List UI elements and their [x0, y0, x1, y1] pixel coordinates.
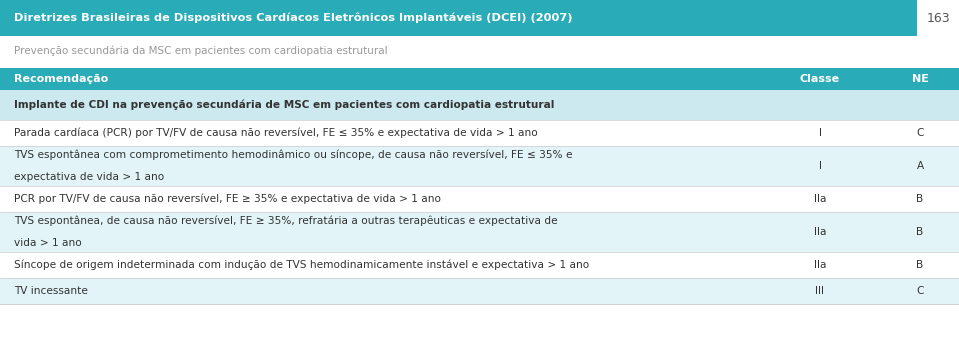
Text: III: III: [815, 286, 825, 296]
Bar: [0, 212, 959, 252]
Bar: [0, 278, 959, 304]
Text: expectativa de vida > 1 ano: expectativa de vida > 1 ano: [14, 172, 164, 182]
Bar: [0, 146, 959, 186]
Bar: [0, 120, 959, 146]
Text: I: I: [818, 128, 822, 138]
Text: Parada cardíaca (PCR) por TV/FV de causa não reversível, FE ≤ 35% e expectativa : Parada cardíaca (PCR) por TV/FV de causa…: [14, 128, 538, 138]
Text: PCR por TV/FV de causa não reversível, FE ≥ 35% e expectativa de vida > 1 ano: PCR por TV/FV de causa não reversível, F…: [14, 194, 441, 204]
Text: NE: NE: [912, 74, 928, 84]
Text: TV incessante: TV incessante: [14, 286, 88, 296]
Text: C: C: [916, 128, 924, 138]
Text: A: A: [917, 161, 924, 171]
Text: Implante de CDI na prevenção secundária de MSC em pacientes com cardiopatia estr: Implante de CDI na prevenção secundária …: [14, 100, 554, 110]
Text: Prevenção secundária da MSC em pacientes com cardiopatia estrutural: Prevenção secundária da MSC em pacientes…: [14, 46, 387, 56]
Text: Recomendação: Recomendação: [14, 74, 108, 84]
Bar: [0, 186, 959, 212]
Text: IIa: IIa: [814, 194, 827, 204]
Text: Classe: Classe: [800, 74, 840, 84]
Text: B: B: [917, 194, 924, 204]
Text: vida > 1 ano: vida > 1 ano: [14, 238, 82, 248]
Bar: [0, 68, 959, 90]
Text: C: C: [916, 286, 924, 296]
Text: 163: 163: [926, 11, 949, 25]
Bar: [0, 90, 959, 120]
Text: B: B: [917, 227, 924, 237]
Text: IIa: IIa: [814, 227, 827, 237]
Text: B: B: [917, 260, 924, 270]
Bar: [917, 0, 959, 36]
Text: TVS espontânea, de causa não reversível, FE ≥ 35%, refratária a outras terapêuti: TVS espontânea, de causa não reversível,…: [14, 215, 557, 226]
Text: IIa: IIa: [814, 260, 827, 270]
Text: TVS espontânea com comprometimento hemodinâmico ou síncope, de causa não reversí: TVS espontânea com comprometimento hemod…: [14, 150, 573, 160]
Bar: [0, 0, 959, 36]
Bar: [0, 252, 959, 278]
Text: I: I: [818, 161, 822, 171]
Text: Síncope de origem indeterminada com indução de TVS hemodinamicamente instável e : Síncope de origem indeterminada com indu…: [14, 260, 589, 270]
Text: Diretrizes Brasileiras de Dispositivos Cardíacos Eletrônicos Implantáveis (DCEI): Diretrizes Brasileiras de Dispositivos C…: [14, 13, 573, 23]
